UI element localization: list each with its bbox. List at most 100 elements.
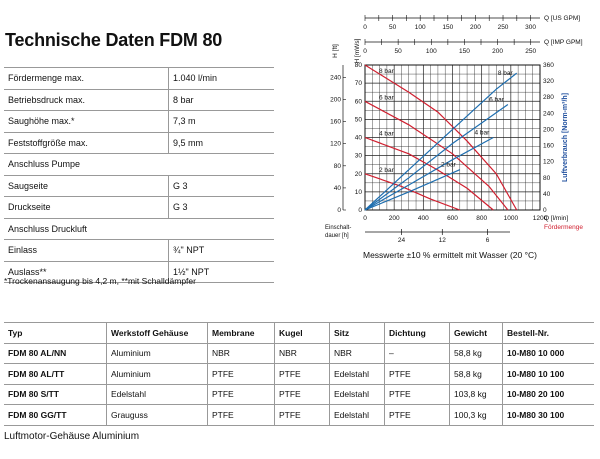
flow-curve: [364, 136, 494, 211]
spec-value: 1.040 l/min: [168, 67, 274, 90]
footer-note: Luftmotor-Gehäuse Aluminium: [4, 431, 140, 442]
ft-tick-label: 240: [330, 74, 341, 81]
table-cell: PTFE: [274, 404, 330, 426]
table-cell: 10-M80 10 000: [502, 343, 594, 364]
ft-tick-label: 120: [330, 141, 341, 148]
col-header: Typ: [4, 322, 107, 344]
right-axis-label: Luftverbrauch [Norm-m³/h]: [562, 93, 569, 182]
spec-value: [168, 153, 274, 176]
page-title: Technische Daten FDM 80: [5, 30, 223, 50]
y-tick-label: 70: [355, 80, 363, 87]
right-tick-label: 200: [543, 126, 554, 133]
y-tick-label: 0: [358, 207, 362, 214]
table-cell: NBR: [274, 343, 330, 364]
air-curve: [364, 72, 518, 211]
spec-value: ¾" NPT: [168, 239, 274, 262]
table-cell: PTFE: [274, 363, 330, 385]
spec-value: 1½" NPT: [168, 261, 274, 283]
ft-tick-label: 80: [334, 163, 342, 170]
y-tick-label: 40: [355, 135, 363, 142]
flow-curve-label: 8 bar: [379, 68, 395, 75]
top-axis-label: Q [US GPM]: [544, 15, 580, 22]
top-tick-label: 250: [525, 48, 536, 55]
table-cell: PTFE: [274, 384, 330, 405]
table-cell: Aluminium: [106, 343, 208, 364]
col-header: Gewicht: [449, 322, 503, 344]
air-curve: [364, 136, 494, 211]
right-tick-label: 240: [543, 110, 554, 117]
types-header-row: Typ Werkstoff Gehäuse Membrane Kugel Sit…: [4, 322, 594, 344]
y-axis-label-mws: H [mWs]: [354, 38, 361, 63]
col-header: Membrane: [207, 322, 275, 344]
spec-section-label: Anschluss Pumpe: [4, 153, 169, 176]
y-tick-label: 80: [355, 62, 363, 69]
top-tick-label: 0: [363, 24, 367, 31]
duty-tick-label: 12: [439, 237, 447, 244]
table-cell: FDM 80 AL/NN: [4, 343, 107, 364]
duty-tick-label: 24: [398, 237, 406, 244]
table-cell: Edelstahl: [106, 384, 208, 405]
spec-row: Auslass** 1½" NPT: [4, 261, 274, 283]
spec-label: Einlass: [4, 239, 169, 262]
flow-curve-label: 2 bar: [379, 167, 395, 174]
right-tick-label: 360: [543, 62, 554, 69]
spec-label: Fördermenge max.: [4, 67, 169, 90]
flow-curve-label: 4 bar: [379, 131, 395, 138]
x-tick-label: 1200: [533, 215, 548, 222]
table-row: FDM 80 GG/TT Grauguss PTFE PTFE Edelstah…: [4, 404, 594, 426]
table-cell: Edelstahl: [329, 404, 385, 426]
y-axis-label-ft: H [ft]: [332, 44, 339, 58]
spec-row: Fördermenge max. 1.040 l/min: [4, 67, 274, 90]
x-axis-label: Q [l/min]: [544, 215, 568, 222]
flow-curve: [364, 173, 461, 211]
top-axis-label: Q [IMP GPM]: [544, 39, 583, 46]
right-tick-label: 0: [543, 207, 547, 214]
spec-row: Einlass ¾" NPT: [4, 239, 274, 262]
table-cell: Edelstahl: [329, 363, 385, 385]
x-tick-label: 600: [447, 215, 458, 222]
footnote: *Trockenansaugung bis 4,2 m, **mit Schal…: [4, 276, 196, 286]
spec-section-label: Anschluss Druckluft: [4, 218, 169, 240]
table-cell: Grauguss: [106, 404, 208, 426]
table-cell: 100,3 kg: [449, 404, 503, 426]
spec-value: [168, 218, 274, 240]
y-tick-label: 20: [355, 171, 363, 178]
table-cell: 58,8 kg: [449, 363, 503, 385]
top-tick-label: 50: [395, 48, 403, 55]
y-tick-label: 50: [355, 116, 363, 123]
top-tick-label: 50: [389, 24, 397, 31]
ft-tick-label: 0: [337, 207, 341, 214]
flow-curve-label: 6 bar: [379, 94, 395, 101]
spec-value: 9,5 mm: [168, 132, 274, 154]
spec-value: G 3: [168, 175, 274, 197]
table-cell: –: [384, 343, 450, 364]
air-curve-label: 4 bar: [475, 130, 491, 137]
spec-section-row: Anschluss Pumpe: [4, 153, 274, 176]
flow-curve: [364, 100, 509, 211]
table-row: FDM 80 AL/NN Aluminium NBR NBR NBR – 58,…: [4, 343, 594, 364]
table-cell: FDM 80 AL/TT: [4, 363, 107, 385]
right-tick-label: 280: [543, 94, 554, 101]
table-cell: PTFE: [384, 363, 450, 385]
x-unit-label: Fördermenge: [544, 224, 583, 231]
specs-table: Fördermenge max. 1.040 l/min Betriebsdruc…: [4, 67, 274, 283]
table-cell: 58,8 kg: [449, 343, 503, 364]
x-tick-label: 400: [418, 215, 429, 222]
right-tick-label: 120: [543, 159, 554, 166]
top-tick-label: 100: [415, 24, 426, 31]
table-cell: FDM 80 S/TT: [4, 384, 107, 405]
spec-section-row: Anschluss Druckluft: [4, 218, 274, 240]
x-tick-label: 200: [389, 215, 400, 222]
table-cell: PTFE: [384, 404, 450, 426]
spec-value: G 3: [168, 196, 274, 219]
y-tick-label: 30: [355, 153, 363, 160]
col-header: Dichtung: [384, 322, 450, 344]
top-tick-label: 0: [363, 48, 367, 55]
table-cell: NBR: [207, 343, 275, 364]
top-tick-label: 150: [459, 48, 470, 55]
table-cell: PTFE: [207, 404, 275, 426]
x-tick-label: 0: [363, 215, 367, 222]
spec-row: Druckseite G 3: [4, 196, 274, 219]
air-curve: [364, 169, 461, 211]
table-cell: 10-M80 20 100: [502, 384, 594, 405]
